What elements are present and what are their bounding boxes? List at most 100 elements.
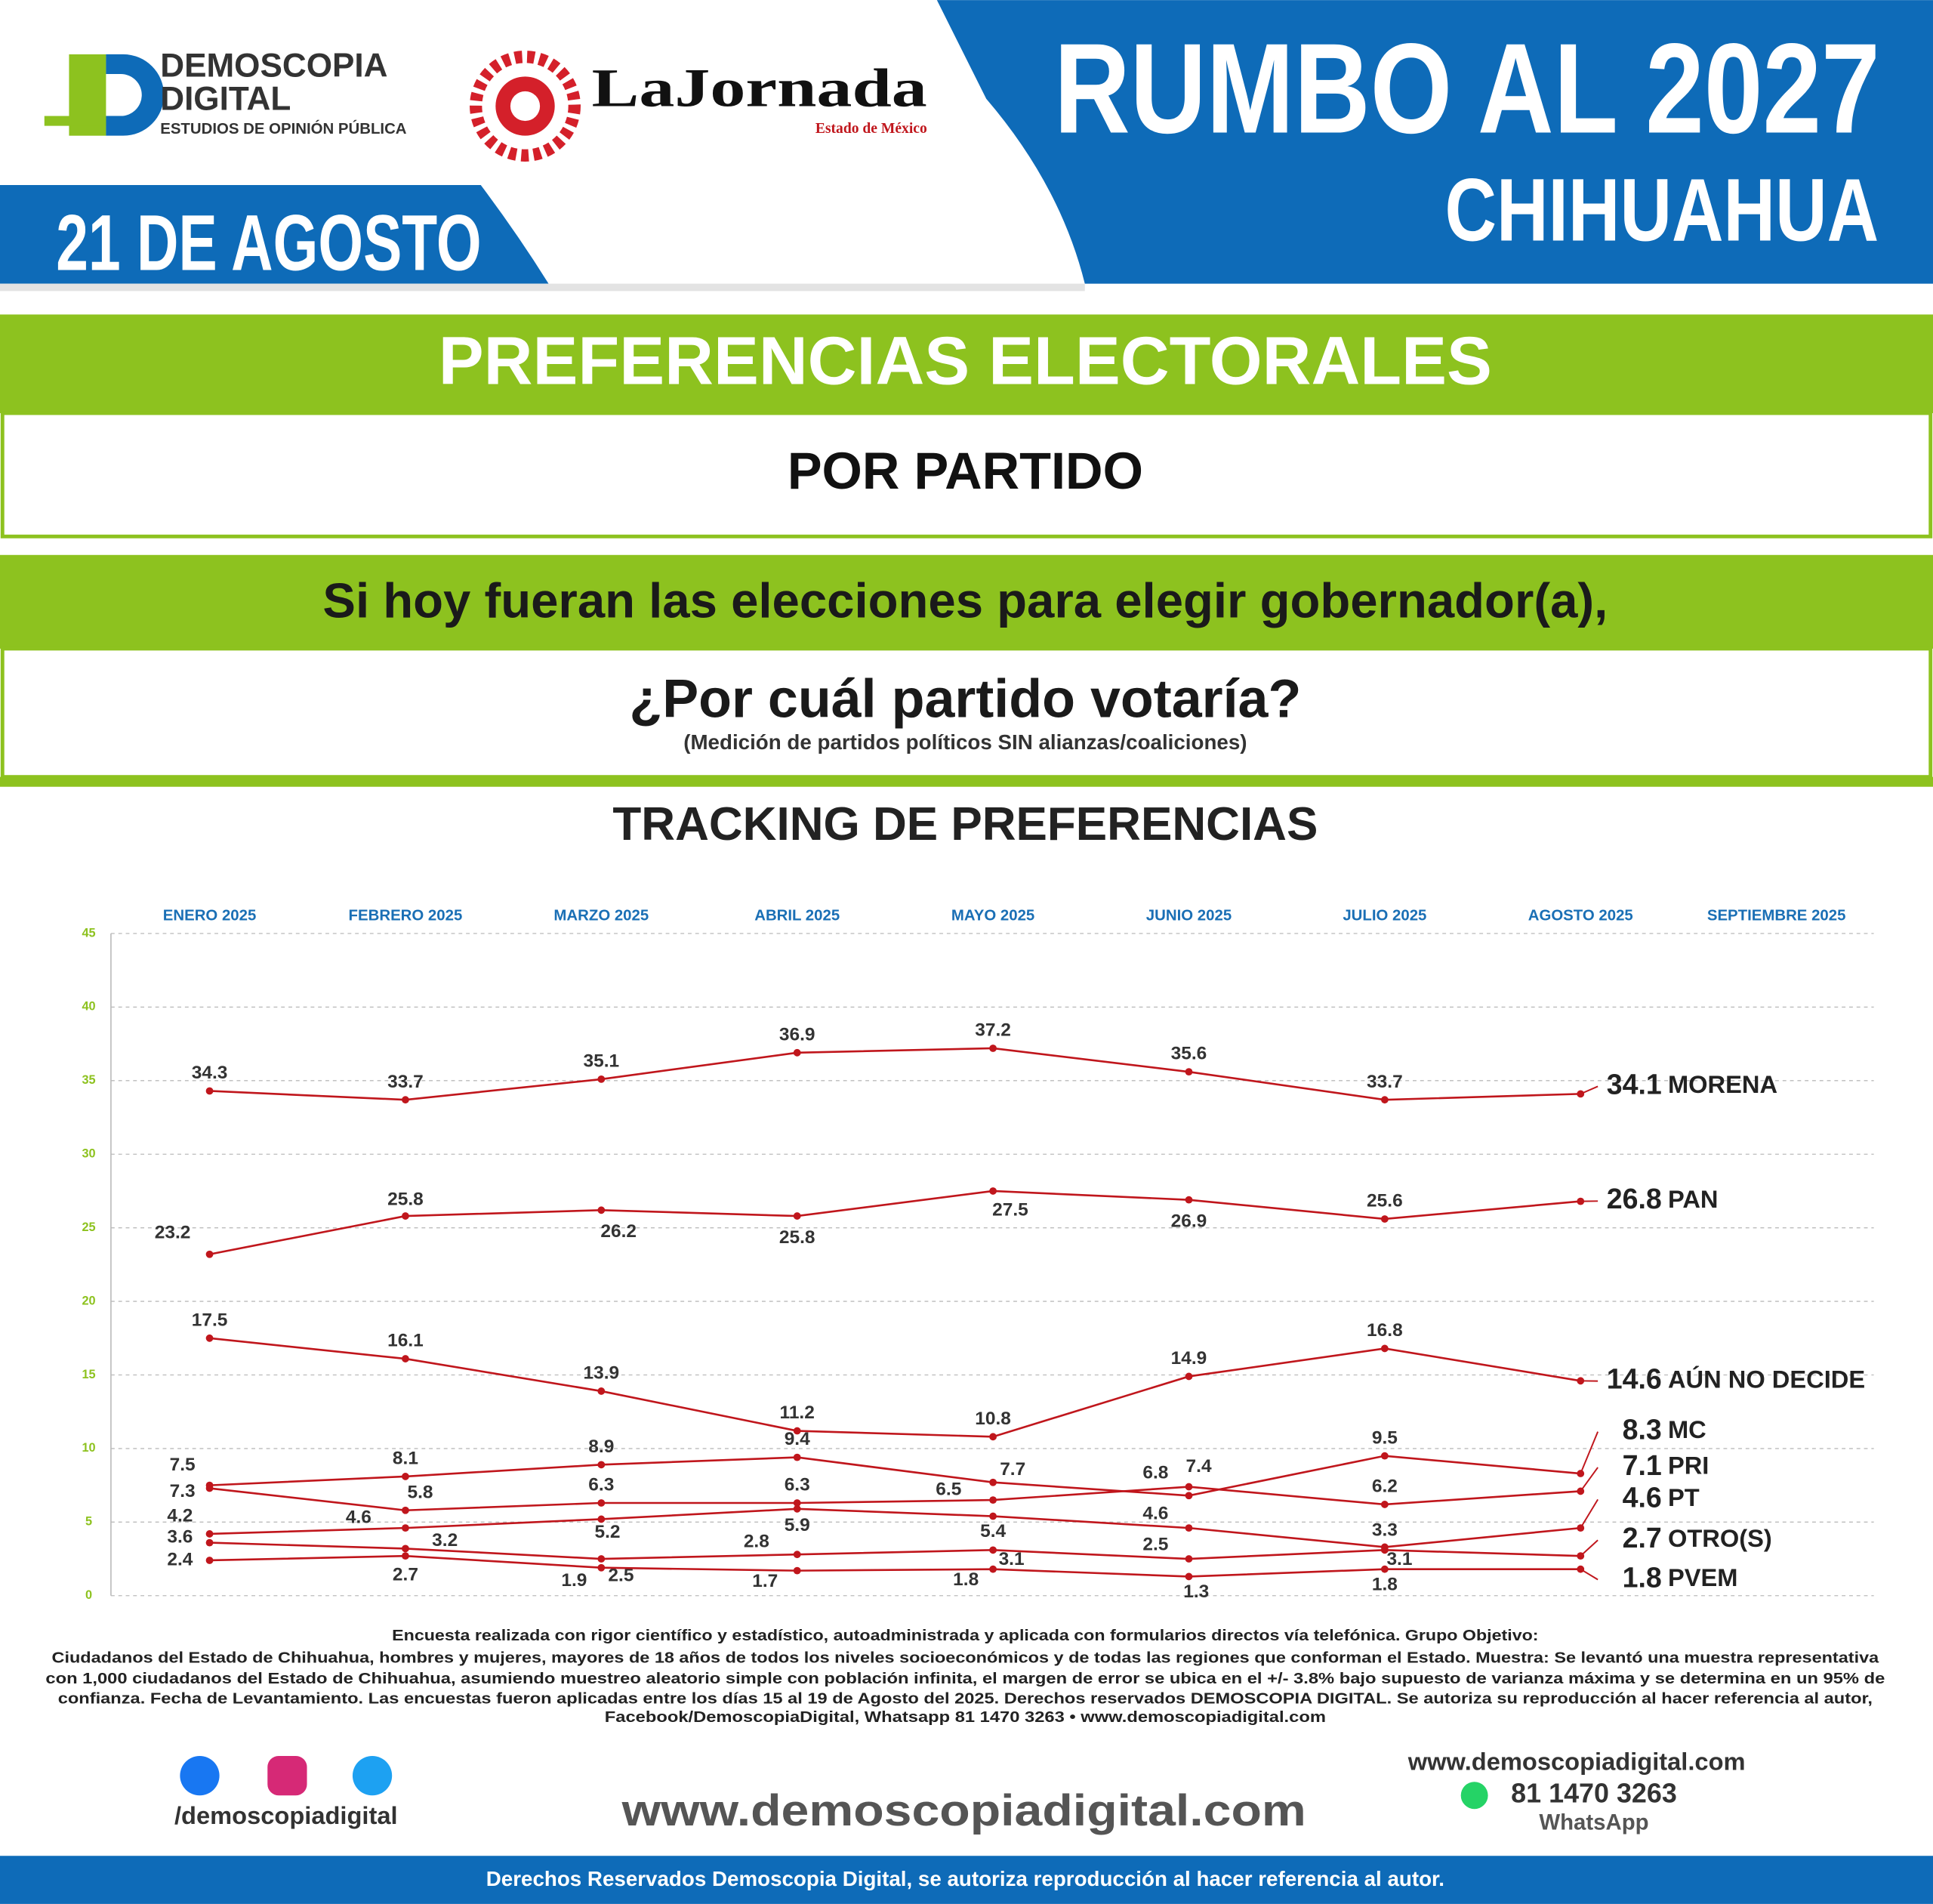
data-label: 3.1	[999, 1549, 1025, 1569]
data-point	[793, 1504, 801, 1513]
data-label: 5.2	[594, 1522, 620, 1542]
data-label: 17.5	[192, 1310, 228, 1330]
series-line	[209, 1047, 1581, 1101]
series-line	[209, 1190, 1581, 1256]
y-tick-label: 20	[82, 1294, 95, 1307]
leader-line	[1580, 1431, 1599, 1474]
subsection-title: POR PARTIDO	[788, 442, 1143, 500]
data-label: 8.9	[588, 1436, 614, 1457]
banner	[0, 554, 1933, 649]
brand-tagline: ESTUDIOS DE OPINIÓN PÚBLICA	[160, 119, 407, 137]
data-label: 6.8	[1142, 1462, 1168, 1483]
end-value-label: 4.6	[1623, 1481, 1662, 1513]
data-label: 9.5	[1372, 1427, 1398, 1448]
twitter-icon[interactable]	[352, 1755, 393, 1796]
legend-label: PVEM	[1668, 1563, 1738, 1591]
website: www.demoscopiadigital.com	[621, 1786, 1306, 1835]
instagram-icon[interactable]	[267, 1755, 307, 1796]
data-point	[793, 1453, 801, 1461]
data-point	[597, 1206, 606, 1214]
leader-line	[1580, 1568, 1599, 1581]
data-point	[402, 1355, 409, 1362]
x-tick-label: AGOSTO 2025	[1528, 908, 1633, 924]
y-tick-label: 5	[85, 1515, 92, 1529]
legend-label: MC	[1668, 1415, 1706, 1443]
footnote-line: confianza. Fecha de Levantamiento. Las e…	[58, 1690, 1873, 1707]
x-tick-label: ENERO 2025	[163, 908, 257, 924]
y-tick-label: 10	[82, 1441, 95, 1455]
data-label: 7.4	[1186, 1456, 1212, 1477]
data-label: 2.8	[744, 1531, 769, 1551]
data-point	[989, 1478, 997, 1486]
data-point	[793, 1048, 801, 1057]
footer-bar	[0, 1856, 1933, 1904]
data-label: 5.8	[408, 1482, 433, 1502]
data-label: 25.6	[1367, 1191, 1403, 1211]
data-point	[1380, 1565, 1389, 1573]
data-label: 9.4	[785, 1429, 810, 1449]
data-label: 6.3	[588, 1475, 614, 1495]
brand: DEMOSCOPIA	[160, 48, 387, 85]
data-label: 14.9	[1171, 1348, 1207, 1369]
footnote-line: Encuesta realizada con rigor científico …	[392, 1628, 1538, 1644]
whatsapp-icon	[1460, 1782, 1488, 1810]
partner: LaJornada	[592, 58, 927, 119]
series-line	[209, 1541, 1581, 1560]
x-tick-label: MAYO 2025	[951, 908, 1034, 924]
data-point	[402, 1506, 409, 1514]
data-label: 4.6	[1142, 1504, 1168, 1524]
data-point	[1380, 1215, 1389, 1223]
data-label: 25.8	[387, 1189, 424, 1209]
x-tick-label: MARZO 2025	[553, 908, 649, 924]
data-label: 3.2	[432, 1530, 458, 1551]
data-label: 33.7	[1367, 1072, 1403, 1092]
data-label: 10.8	[975, 1409, 1011, 1429]
y-tick-label: 35	[82, 1073, 95, 1087]
data-point	[793, 1499, 801, 1507]
data-point	[402, 1096, 409, 1104]
data-label: 1.7	[752, 1571, 778, 1591]
data-label: 27.5	[992, 1200, 1028, 1220]
data-point	[597, 1555, 606, 1563]
legend-label: AÚN NO DECIDE	[1668, 1365, 1865, 1393]
series-line	[209, 1507, 1581, 1548]
data-label: 4.6	[346, 1507, 371, 1528]
data-point	[1185, 1572, 1193, 1581]
data-point	[1380, 1501, 1389, 1508]
data-label: 35.6	[1171, 1044, 1207, 1064]
footnote: Encuesta realizada con rigor científico …	[45, 1628, 1885, 1726]
data-point	[989, 1546, 997, 1554]
end-value-label: 14.6	[1607, 1363, 1662, 1395]
data-label: 5.9	[785, 1515, 810, 1535]
end-value-label: 26.8	[1607, 1183, 1662, 1214]
question: ¿Por cuál partido votaría?	[629, 669, 1301, 730]
x-tick-label: ABRIL 2025	[754, 908, 840, 924]
legend-label: OTRO(S)	[1668, 1524, 1772, 1552]
section-title: PREFERENCIAS ELECTORALES	[439, 324, 1492, 400]
end-value-label: 2.7	[1623, 1522, 1662, 1554]
y-tick-label: 0	[85, 1588, 92, 1602]
series-line	[209, 1337, 1581, 1438]
data-point	[205, 1087, 214, 1095]
data-point	[1185, 1492, 1193, 1500]
data-label: 13.9	[584, 1363, 620, 1384]
note: (Medición de partidos políticos SIN alia…	[683, 730, 1247, 754]
end-value-label: 8.3	[1623, 1414, 1662, 1446]
data-point	[1185, 1196, 1193, 1204]
data-label: 3.6	[167, 1527, 193, 1548]
facebook-icon[interactable]	[180, 1755, 220, 1796]
banner	[0, 314, 1933, 414]
question: Si hoy fueran las elecciones para elegir…	[322, 572, 1608, 628]
leader-line	[1580, 1467, 1599, 1492]
legend-label: PAN	[1668, 1185, 1719, 1213]
phone: 81 1470 3263	[1511, 1778, 1677, 1809]
data-point	[205, 1250, 214, 1258]
data-label: 37.2	[975, 1020, 1011, 1041]
data-point	[1185, 1372, 1193, 1381]
data-label: 7.7	[1000, 1459, 1025, 1480]
data-point	[402, 1544, 409, 1553]
data-label: 16.1	[387, 1331, 424, 1351]
data-label: 8.1	[393, 1449, 418, 1469]
series-line	[209, 1486, 1581, 1512]
